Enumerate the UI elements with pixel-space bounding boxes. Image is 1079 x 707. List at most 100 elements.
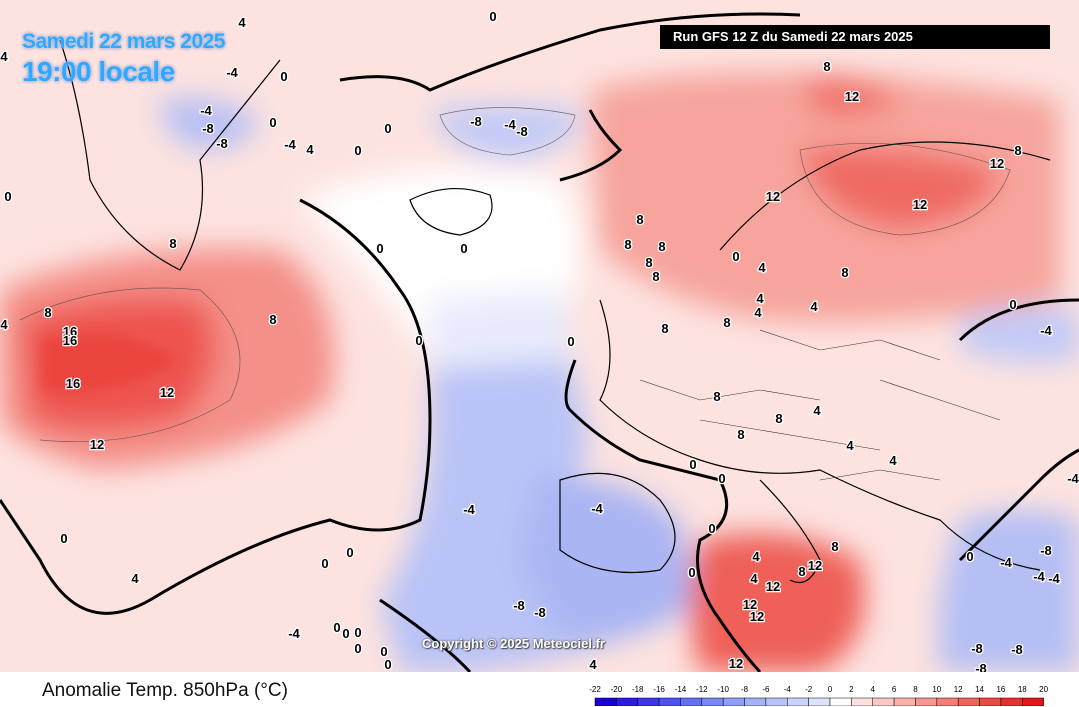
contour-label: 4 [752,549,760,564]
legend-tick: -20 [611,685,623,694]
contour-label: 0 [688,565,695,580]
contour-label: -4 [1067,471,1079,486]
legend-swatch [658,697,681,706]
legend-swatch [1022,697,1044,706]
contour-label: 0 [342,626,349,641]
scandinavia-coast [719,141,1051,251]
contour-label: -4 [226,65,238,80]
legend-tick: 12 [954,685,963,694]
contour-label: 0 [354,143,361,158]
contour-label: -8 [470,114,482,129]
legend-tick: 0 [828,685,833,694]
run-info-box [660,25,1050,49]
warm-anomaly-europe [590,72,1060,323]
legend-tick: -8 [741,685,749,694]
contour-label: 0 [718,471,725,486]
legend-swatch [744,697,767,706]
contour-label: 8 [636,212,643,227]
contour-label: 8 [661,321,668,336]
contour-label: -4 [1040,323,1052,338]
contour-label: -4 [504,117,516,132]
contour-label: 0 [489,9,496,24]
contour-label: -8 [513,598,525,613]
contour-label: 12 [750,609,764,624]
legend-swatch [936,697,959,706]
zero-contour-arctic [339,12,801,92]
contour-label: 16 [66,376,80,391]
contour-label: 0 [333,620,340,635]
contour-label: 0 [460,241,467,256]
legend-swatch [616,697,638,706]
warm-streak [40,333,180,392]
legend-swatch [722,697,745,706]
contour-label: 12 [743,597,757,612]
legend-tick: 8 [913,685,918,694]
zero-contour-east-cold [958,298,1079,342]
contour-label: 0 [708,521,715,536]
legend-tick: -18 [632,685,644,694]
contour-label: 4 [758,260,766,275]
legend-tick: -16 [653,685,665,694]
contour-label: 4 [750,571,758,586]
contour-label: 0 [415,333,422,348]
zero-contour-southeast [958,448,1079,562]
contour-label: 8 [841,265,848,280]
contour-label: 0 [384,657,391,672]
forecast-date: Samedi 22 mars 2025 [22,30,225,53]
contour-label: 16 [63,324,77,339]
contour-label: -8 [1011,642,1023,657]
contour-label: 4 [889,453,897,468]
contour-label: 0 [269,115,276,130]
contour-label: -4 [288,626,300,641]
italy-coast [759,479,821,584]
contour-label: 0 [321,556,328,571]
parameter-title: Anomalie Temp. 850hPa (°C) [42,680,288,701]
contour-label: 8 [723,315,730,330]
zero-contour-south [379,598,472,672]
contour-label: 16 [63,333,77,348]
legend-tick: -22 [589,685,601,694]
contour-label: -4 [284,137,296,152]
contour-label: 12 [808,558,822,573]
contour-label: 4 [0,49,8,64]
contour-label: -8 [534,605,546,620]
legend-swatch [808,697,831,706]
legend-swatch [637,697,660,706]
zero-contour-west [0,198,432,615]
cold-anomaly-southeast [937,510,1079,672]
contour-label: 4 [589,657,597,672]
legend-swatch [829,697,852,706]
contour-label: 0 [384,121,391,136]
legend-swatch [680,697,703,706]
legend-tick: 4 [871,685,876,694]
contour-label: 8 [775,411,782,426]
legend-swatch [979,697,1002,706]
legend-swatch [893,697,916,706]
contour-label: 0 [60,531,67,546]
contour-label: 8 [798,564,805,579]
contour-label: 8 [269,312,276,327]
color-legend: -22 -20 -18 -16 -14 -12 -10 -8 -6 -4 -2 0 2 4 6 8 10 12 14… [589,685,1049,706]
legend-tick: 20 [1039,685,1048,694]
contour-label: 4 [810,299,818,314]
contour-label: 0 [376,241,383,256]
cold-anomaly-north [160,97,260,150]
legend-tick: -6 [762,685,770,694]
contour-label: 4 [813,403,821,418]
contour-label: 0 [567,334,574,349]
contour-label: 12 [90,437,104,452]
contour-label: 8 [823,59,830,74]
cold-anomaly-iberia [520,478,700,642]
legend-swatch [594,697,617,706]
contour-label: 12 [766,189,780,204]
contour-label: -4 [463,502,475,517]
contour-label: -8 [975,661,987,672]
contour-label: -8 [202,121,214,136]
legend-tick: -4 [784,685,792,694]
contour-label: 12 [729,656,743,671]
legend-swatch [765,697,788,706]
contour-label: -4 [1033,569,1045,584]
legend-tick: -2 [805,685,813,694]
legend-tick: 6 [892,685,897,694]
